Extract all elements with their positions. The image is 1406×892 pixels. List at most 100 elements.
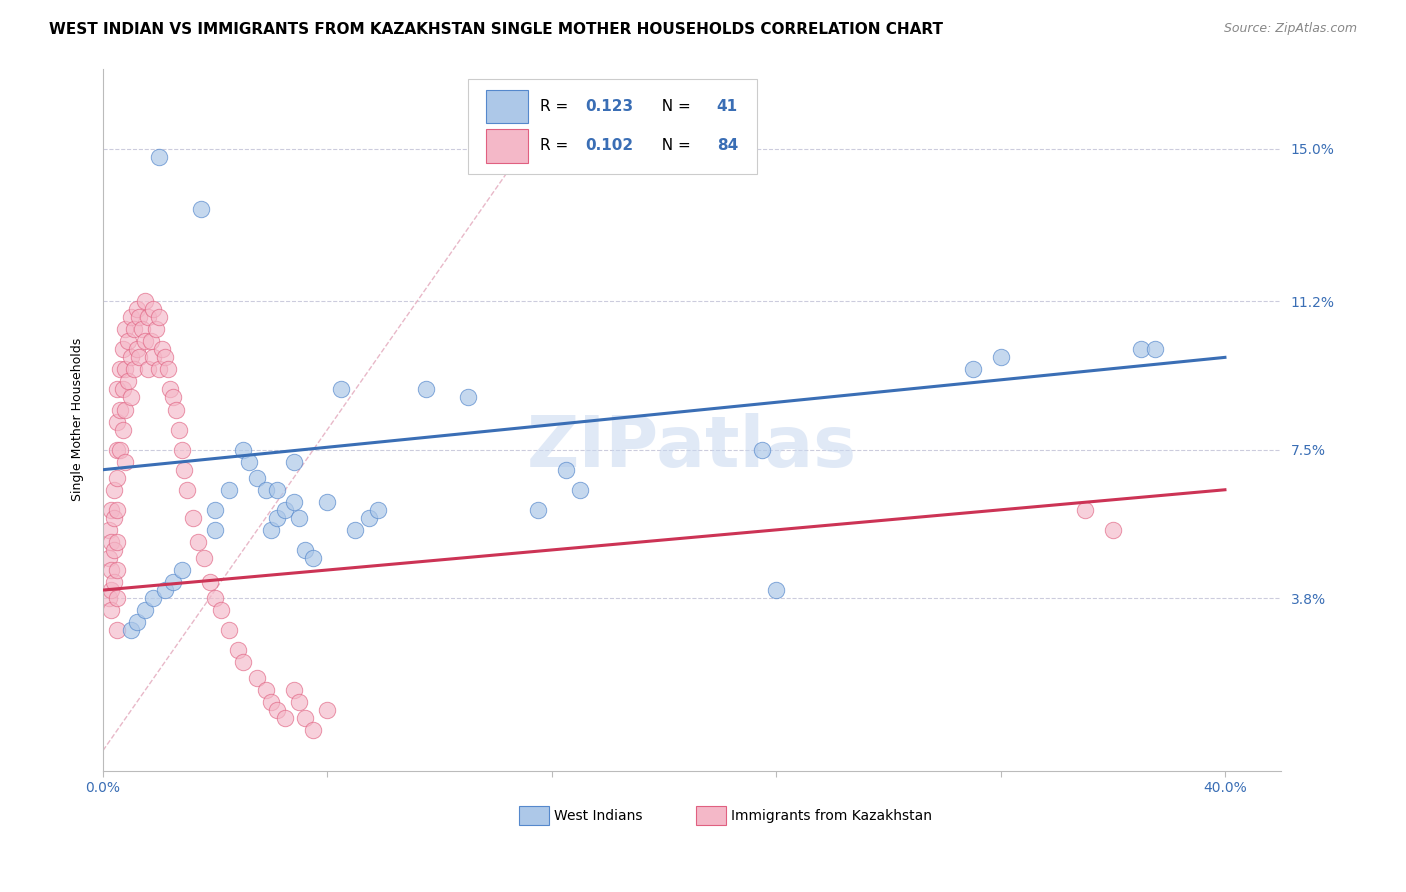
Point — [162, 391, 184, 405]
Point — [226, 643, 249, 657]
Point — [167, 423, 190, 437]
Text: Source: ZipAtlas.com: Source: ZipAtlas.com — [1223, 22, 1357, 36]
Point — [170, 563, 193, 577]
Point — [103, 483, 125, 497]
Point — [1073, 503, 1095, 517]
Point — [134, 294, 156, 309]
Point — [1129, 343, 1152, 357]
Point — [136, 310, 159, 325]
Point — [103, 511, 125, 525]
Point — [97, 551, 120, 566]
Point — [103, 543, 125, 558]
Point — [114, 362, 136, 376]
Point — [159, 383, 181, 397]
Point — [294, 711, 316, 725]
Point — [218, 623, 240, 637]
Point — [111, 383, 134, 397]
Point — [105, 563, 128, 577]
Point — [153, 351, 176, 365]
Point — [288, 511, 311, 525]
Point — [283, 683, 305, 698]
Point — [120, 391, 142, 405]
Point — [142, 302, 165, 317]
Point — [173, 463, 195, 477]
Point — [246, 471, 269, 485]
Point — [288, 695, 311, 709]
Point — [274, 503, 297, 517]
Point — [330, 383, 353, 397]
Point — [187, 535, 209, 549]
Point — [108, 442, 131, 457]
Text: N =: N = — [652, 138, 696, 153]
Point — [190, 202, 212, 216]
Point — [97, 591, 120, 605]
Point — [114, 455, 136, 469]
Point — [254, 683, 277, 698]
Point — [134, 603, 156, 617]
Point — [105, 623, 128, 637]
Point — [962, 362, 984, 376]
Point — [344, 523, 367, 537]
Point — [260, 695, 283, 709]
Point — [148, 362, 170, 376]
Point — [238, 455, 260, 469]
Point — [751, 442, 773, 457]
Point — [111, 343, 134, 357]
FancyBboxPatch shape — [468, 79, 756, 174]
Text: R =: R = — [540, 138, 574, 153]
Point — [105, 535, 128, 549]
Point — [266, 703, 288, 717]
Point — [218, 483, 240, 497]
Text: R =: R = — [540, 99, 574, 114]
Point — [100, 603, 122, 617]
Point — [204, 503, 226, 517]
Point — [170, 442, 193, 457]
Point — [105, 503, 128, 517]
Point — [145, 322, 167, 336]
Point — [254, 483, 277, 497]
Point — [294, 543, 316, 558]
Point — [198, 575, 221, 590]
Point — [105, 591, 128, 605]
Point — [122, 322, 145, 336]
Point — [100, 583, 122, 598]
Point — [415, 383, 437, 397]
Point — [136, 362, 159, 376]
Point — [97, 523, 120, 537]
Point — [457, 391, 479, 405]
Point — [209, 603, 232, 617]
Point — [165, 402, 187, 417]
Text: Immigrants from Kazakhstan: Immigrants from Kazakhstan — [731, 808, 932, 822]
Point — [150, 343, 173, 357]
Point — [260, 523, 283, 537]
Point — [100, 563, 122, 577]
Point — [125, 615, 148, 629]
Text: 0.123: 0.123 — [585, 99, 633, 114]
Point — [204, 591, 226, 605]
Text: ZIPatlas: ZIPatlas — [527, 413, 858, 483]
Point — [111, 423, 134, 437]
Point — [108, 362, 131, 376]
FancyBboxPatch shape — [486, 129, 529, 163]
Point — [367, 503, 389, 517]
Point — [139, 334, 162, 349]
Point — [283, 455, 305, 469]
Point — [131, 322, 153, 336]
Point — [128, 351, 150, 365]
Point — [1143, 343, 1166, 357]
Y-axis label: Single Mother Households: Single Mother Households — [72, 338, 84, 501]
Point — [526, 503, 548, 517]
Point — [990, 351, 1012, 365]
Point — [148, 150, 170, 164]
Text: 41: 41 — [717, 99, 738, 114]
Point — [142, 351, 165, 365]
Text: 0.102: 0.102 — [585, 138, 633, 153]
FancyBboxPatch shape — [696, 806, 725, 824]
Point — [316, 495, 339, 509]
Point — [204, 523, 226, 537]
FancyBboxPatch shape — [486, 90, 529, 123]
Point — [117, 334, 139, 349]
Point — [554, 463, 576, 477]
Point — [120, 310, 142, 325]
Point — [283, 495, 305, 509]
